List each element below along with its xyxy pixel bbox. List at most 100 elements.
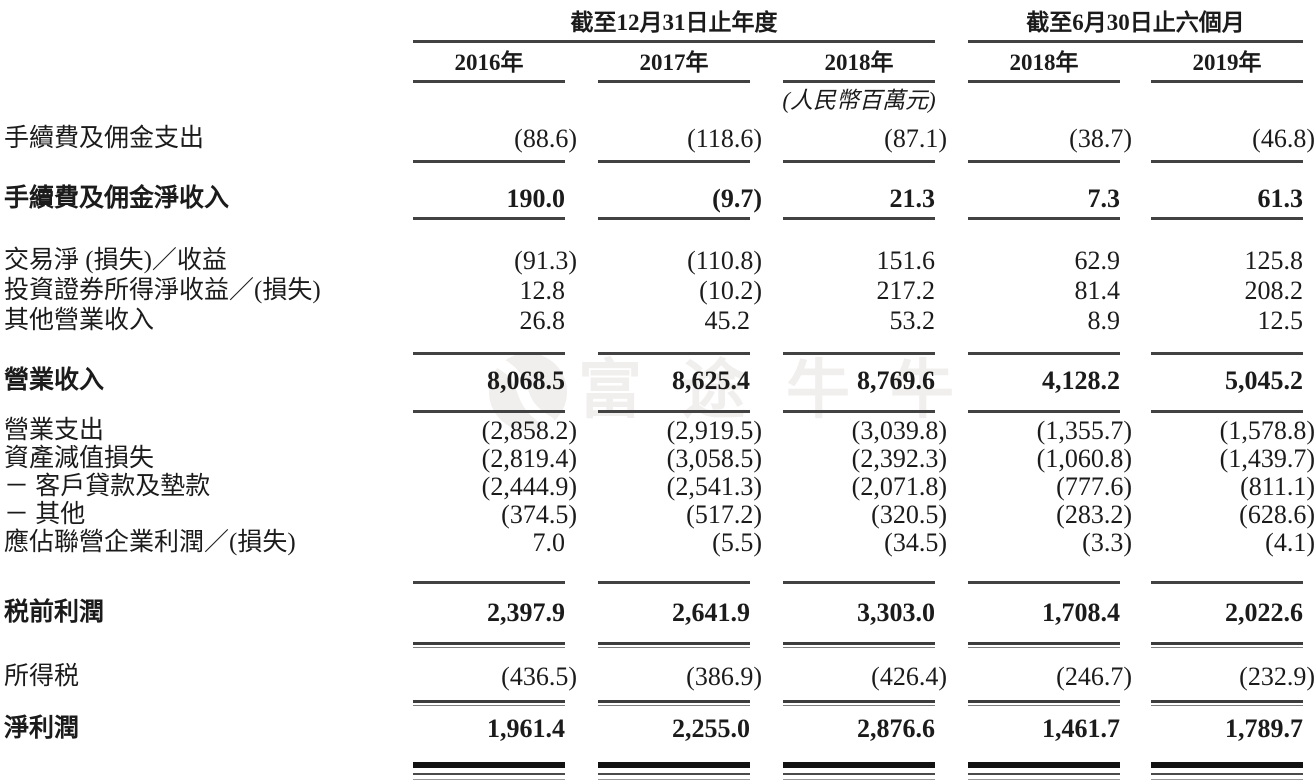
cell: (246.7) (1056, 662, 1132, 691)
cell: (91.3) (514, 246, 577, 275)
period-header-interim: 截至6月30日止六個月 (1026, 10, 1245, 35)
table-row: 手續費及佣金淨收入 190.0 (9.7) 21.3 7.3 61.3 (0, 184, 1316, 214)
cell: (87.1) (884, 124, 947, 153)
cell: (5.5) (712, 528, 762, 557)
cell: 2,876.6 (857, 714, 935, 743)
rule-row (0, 762, 1316, 780)
cell: (10.2) (699, 276, 762, 305)
table-row: － 其他 (374.5) (517.2) (320.5) (283.2) (628.6) (0, 500, 1316, 530)
cell: (110.8) (687, 246, 762, 275)
row-label: － 其他 (4, 501, 86, 528)
table-row: － 客戶貸款及墊款 (2,444.9) (2,541.3) (2,071.8) (77… (0, 472, 1316, 502)
cell: 5,045.2 (1225, 366, 1303, 395)
cell: (436.5) (501, 662, 577, 691)
cell: 1,961.4 (487, 714, 565, 743)
row-label: － 客戶貸款及墊款 (4, 473, 211, 500)
table-row: 投資證券所得淨收益／(損失) 12.8 (10.2) 217.2 81.4 208.2 (0, 276, 1316, 306)
cell: (34.5) (884, 528, 947, 557)
cell: 61.3 (1257, 184, 1304, 213)
rule-row (0, 80, 1316, 84)
cell: (1,439.7) (1219, 444, 1315, 473)
cell: 53.2 (889, 306, 936, 335)
rule-row (0, 160, 1316, 164)
cell: (811.1) (1240, 472, 1315, 501)
table-row: 資產減值損失 (2,819.4) (3,058.5) (2,392.3) (1,060… (0, 444, 1316, 474)
cell: (386.9) (686, 662, 762, 691)
cell: (232.9) (1239, 662, 1315, 691)
currency-unit-note: (人民幣百萬元) (782, 88, 936, 113)
rule-row (0, 581, 1316, 585)
cell: (118.6) (687, 124, 762, 153)
table-row: 營業支出 (2,858.2) (2,919.5) (3,039.8) (1,355.7… (0, 416, 1316, 446)
row-label: 應佔聯營企業利潤／(損失) (4, 529, 296, 556)
cell: 2,022.6 (1225, 598, 1303, 627)
cell: (9.7) (712, 184, 762, 213)
cell: (2,541.3) (666, 472, 762, 501)
cell: 4,128.2 (1042, 366, 1120, 395)
cell: (2,819.4) (481, 444, 577, 473)
cell: 2,255.0 (672, 714, 750, 743)
cell: (2,444.9) (481, 472, 577, 501)
rule-row (0, 410, 1316, 414)
cell: (320.5) (871, 500, 947, 529)
table-row: 其他營業收入 26.8 45.2 53.2 8.9 12.5 (0, 306, 1316, 336)
cell: (2,858.2) (481, 416, 577, 445)
column-header-year: 2018年 (824, 50, 894, 75)
row-label: 所得税 (4, 663, 80, 690)
rule-row (0, 40, 1316, 44)
cell: 125.8 (1244, 246, 1304, 275)
column-header-year: 2017年 (639, 50, 709, 75)
cell: (4.1) (1265, 528, 1315, 557)
cell: (88.6) (514, 124, 577, 153)
period-header-annual: 截至12月31日止年度 (570, 10, 778, 35)
rule-row (0, 700, 1316, 706)
rule-row (0, 217, 1316, 221)
table-row: 交易淨 (損失)／收益 (91.3) (110.8) 151.6 62.9 125.8 (0, 246, 1316, 276)
cell: 7.0 (532, 528, 566, 557)
cell: (1,060.8) (1036, 444, 1132, 473)
rule-row (0, 352, 1316, 356)
cell: (1,355.7) (1036, 416, 1132, 445)
cell: (46.8) (1252, 124, 1315, 153)
cell: 1,461.7 (1042, 714, 1120, 743)
cell: (3,039.8) (851, 416, 947, 445)
cell: (2,919.5) (666, 416, 762, 445)
cell: 2,397.9 (487, 598, 565, 627)
cell: 12.5 (1257, 306, 1304, 335)
cell: (3.3) (1082, 528, 1132, 557)
cell: 1,789.7 (1225, 714, 1303, 743)
table-row: 税前利潤 2,397.9 2,641.9 3,303.0 1,708.4 2,022.6 (0, 598, 1316, 628)
cell: 12.8 (519, 276, 566, 305)
cell: 62.9 (1074, 246, 1121, 275)
row-label: 交易淨 (損失)／收益 (4, 247, 227, 274)
cell: 151.6 (876, 246, 936, 275)
cell: 81.4 (1074, 276, 1121, 305)
cell: 21.3 (889, 184, 936, 213)
cell: (2,071.8) (851, 472, 947, 501)
cell: 2,641.9 (672, 598, 750, 627)
cell: 190.0 (506, 184, 566, 213)
row-label: 淨利潤 (4, 715, 80, 742)
row-label: 資產減值損失 (4, 445, 155, 472)
column-header-year: 2019年 (1192, 50, 1262, 75)
cell: 45.2 (704, 306, 751, 335)
cell: (2,392.3) (851, 444, 947, 473)
cell: 217.2 (876, 276, 936, 305)
cell: 8.9 (1087, 306, 1121, 335)
rule-row (0, 642, 1316, 648)
table-row: 應佔聯營企業利潤／(損失) 7.0 (5.5) (34.5) (3.3) (4.1) (0, 528, 1316, 558)
row-label: 營業支出 (4, 417, 105, 444)
cell: 3,303.0 (857, 598, 935, 627)
row-label: 税前利潤 (4, 599, 105, 626)
row-label: 投資證券所得淨收益／(損失) (4, 277, 321, 304)
table-row: 營業收入 8,068.5 8,625.4 8,769.6 4,128.2 5,045.2 (0, 366, 1316, 396)
row-label: 手續費及佣金支出 (4, 125, 205, 152)
cell: (777.6) (1056, 472, 1132, 501)
cell: (374.5) (501, 500, 577, 529)
row-label: 營業收入 (4, 367, 105, 394)
table-row: 所得税 (436.5) (386.9) (426.4) (246.7) (232.9) (0, 662, 1316, 692)
column-header-year: 2016年 (454, 50, 524, 75)
cell: (38.7) (1069, 124, 1132, 153)
row-label: 手續費及佣金淨收入 (4, 185, 230, 212)
